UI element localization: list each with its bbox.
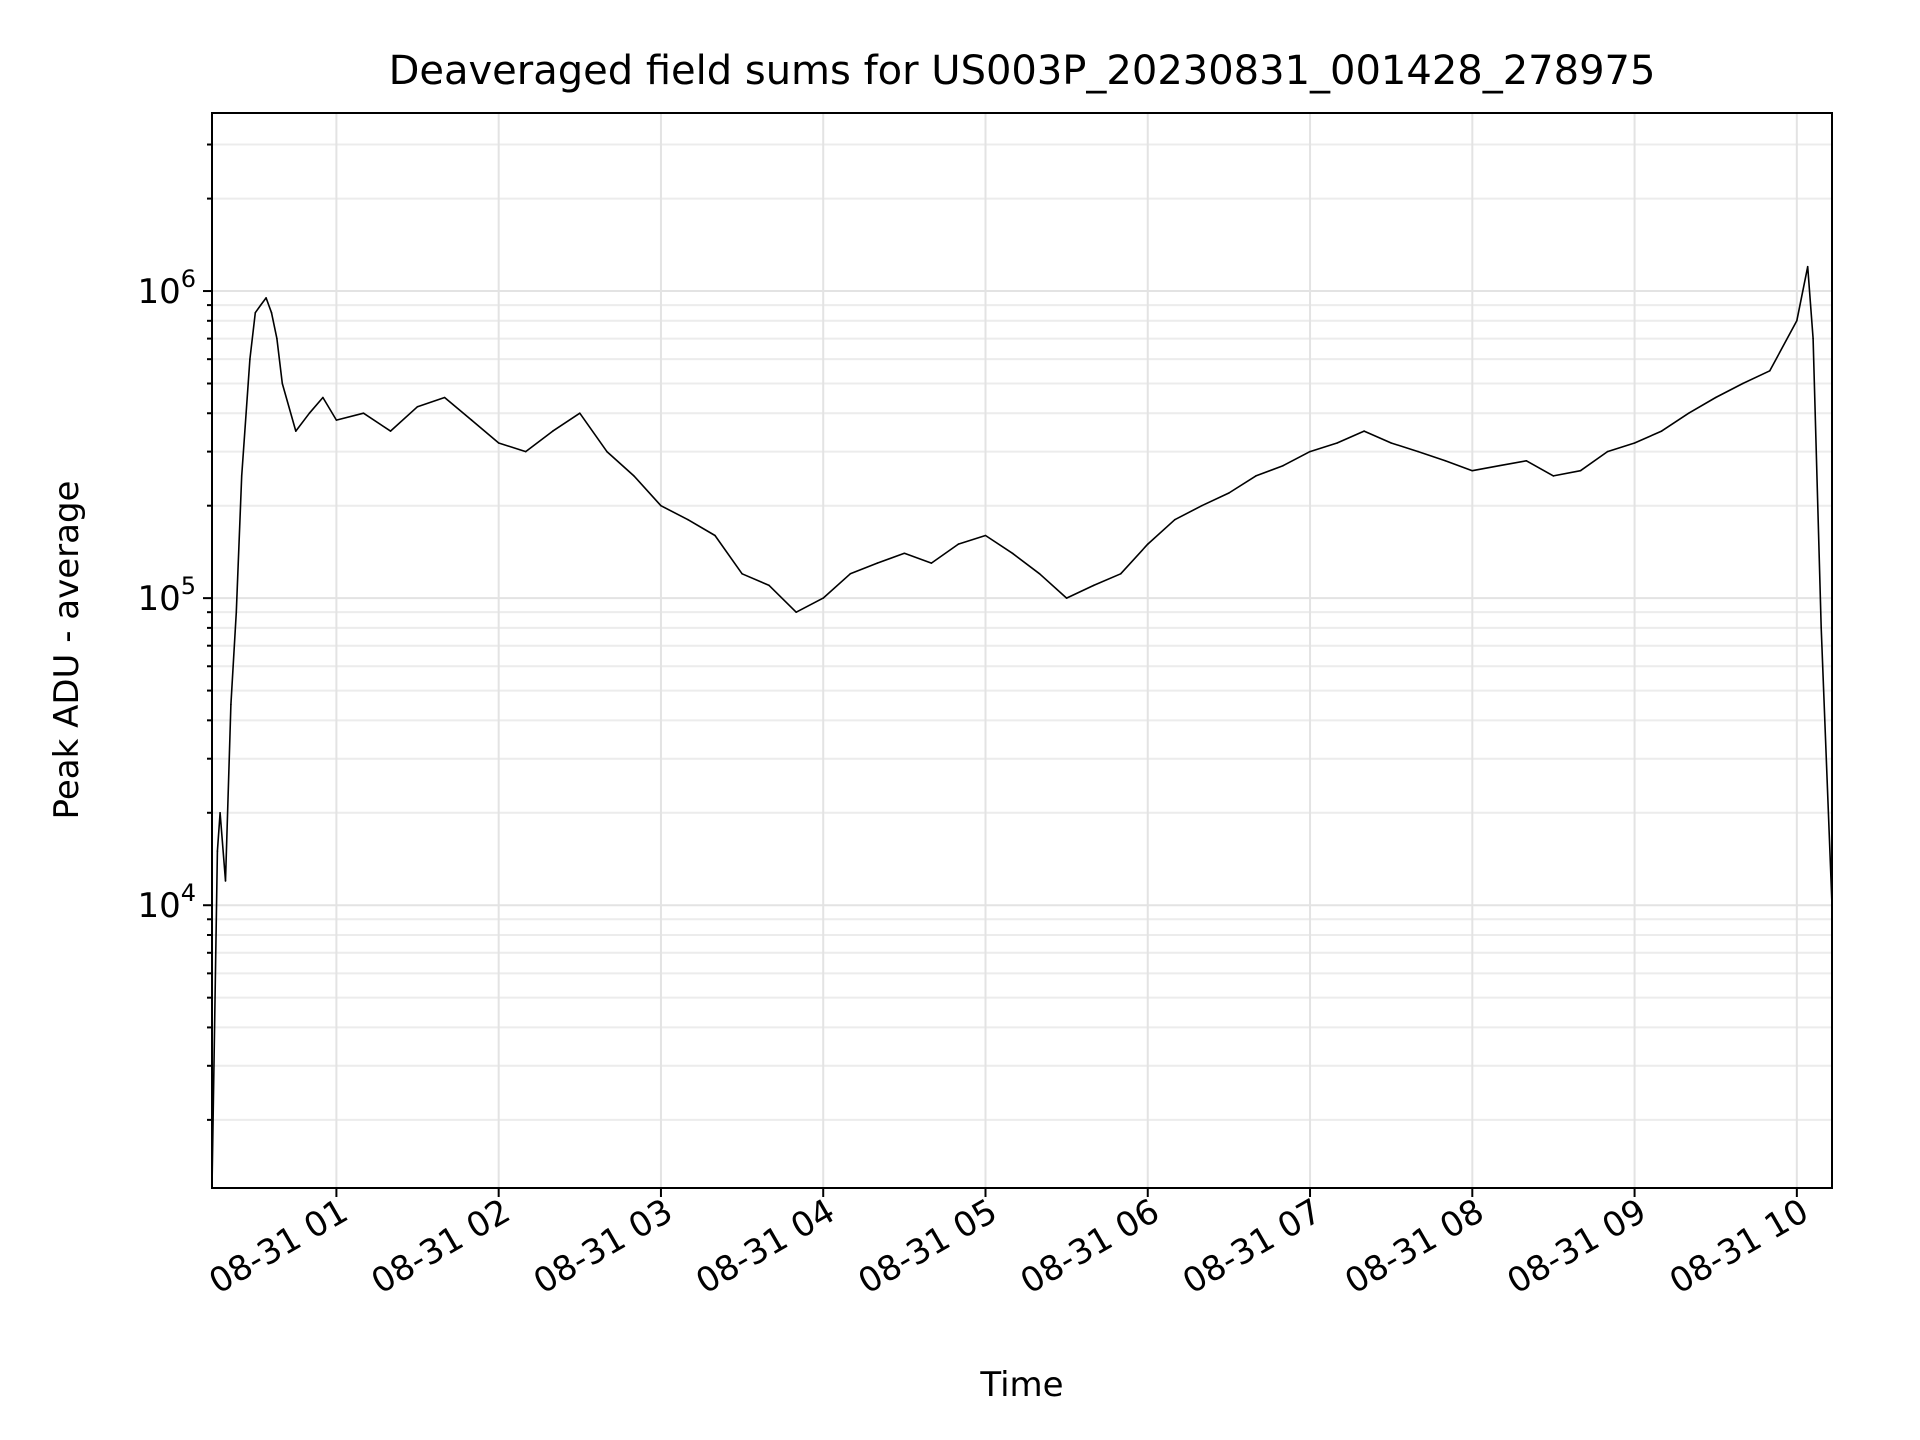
data-point <box>270 311 273 314</box>
data-point <box>1806 265 1809 268</box>
data-point <box>235 611 238 613</box>
data-point <box>1282 464 1284 467</box>
data-point <box>470 419 473 421</box>
data-point <box>1201 504 1203 507</box>
data-point <box>497 442 500 444</box>
data-point <box>1444 460 1447 462</box>
data-point <box>687 518 689 521</box>
x-tick-label: 08-31 03 <box>527 1191 679 1302</box>
data-point <box>984 534 987 537</box>
data-point <box>1147 543 1149 545</box>
chart-title: Deaveraged field sums for US003P_2023083… <box>389 48 1656 94</box>
y-tick-label: 105 <box>137 572 196 619</box>
data-point <box>249 358 251 361</box>
data-point <box>443 396 446 399</box>
plot-frame <box>211 112 1833 1189</box>
data-point <box>633 475 635 477</box>
data-point <box>1363 430 1365 432</box>
data-point <box>957 543 960 545</box>
data-point <box>930 562 933 564</box>
data-point <box>1742 382 1744 385</box>
data-point <box>1796 320 1798 322</box>
data-point <box>876 562 879 564</box>
x-tick-label: 08-31 01 <box>203 1191 355 1302</box>
data-point <box>822 597 824 599</box>
data-point <box>281 382 284 385</box>
data-point <box>1471 469 1474 472</box>
y-tick-label: 104 <box>137 879 196 926</box>
x-tick-label: 08-31 10 <box>1663 1191 1815 1302</box>
data-point <box>1309 450 1311 453</box>
data-point <box>1255 475 1257 477</box>
data-point <box>308 412 311 415</box>
data-point <box>1606 450 1609 453</box>
data-point <box>224 880 227 882</box>
x-tick-label: 08-31 08 <box>1338 1191 1490 1302</box>
data-point <box>849 573 852 575</box>
data-point <box>1336 442 1338 444</box>
data-point <box>1820 627 1822 629</box>
x-tick-label: 08-31 04 <box>689 1191 841 1302</box>
data-point <box>1525 460 1528 462</box>
data-point <box>1228 492 1230 494</box>
data-point <box>1390 442 1392 444</box>
data-point <box>1092 584 1095 587</box>
data-point <box>295 430 297 432</box>
y-axis-label: Peak ADU - average <box>47 481 87 820</box>
data-point <box>768 584 770 587</box>
data-point <box>276 337 278 340</box>
data-point <box>1633 442 1636 444</box>
data-point <box>660 504 662 507</box>
data-point <box>259 304 262 306</box>
data-point <box>254 311 257 314</box>
data-point <box>1065 597 1068 599</box>
series-layer <box>211 265 1833 1189</box>
data-point <box>524 450 527 453</box>
data-point <box>322 396 324 399</box>
data-point <box>265 297 267 299</box>
data-point <box>1417 450 1419 453</box>
data-point <box>1038 573 1041 575</box>
data-point <box>795 611 797 613</box>
data-point <box>1812 337 1814 340</box>
x-tick-label: 08-31 07 <box>1176 1191 1328 1302</box>
x-tick-label: 08-31 05 <box>852 1191 1004 1302</box>
series-line <box>211 265 1833 1189</box>
data-point <box>416 405 419 408</box>
x-tick-label: 08-31 06 <box>1014 1191 1166 1302</box>
x-tick-label: 08-31 09 <box>1501 1191 1653 1302</box>
x-tick-label: 08-31 02 <box>365 1191 517 1302</box>
data-point <box>1714 396 1717 399</box>
data-point <box>1769 370 1771 372</box>
data-point <box>1579 469 1582 472</box>
data-point <box>903 552 906 555</box>
data-point <box>741 573 743 575</box>
data-point <box>1687 412 1690 415</box>
grid <box>212 113 1832 1188</box>
x-axis-label: Time <box>979 1365 1063 1405</box>
data-point <box>1011 552 1014 555</box>
data-point <box>1174 518 1176 521</box>
data-point <box>1552 475 1555 477</box>
data-point <box>1660 430 1663 432</box>
data-point <box>219 812 221 814</box>
data-point <box>240 475 243 477</box>
data-point <box>389 430 392 432</box>
data-point <box>216 850 219 852</box>
data-point <box>230 703 232 706</box>
data-point <box>606 450 608 453</box>
data-point <box>714 534 716 537</box>
data-point <box>1119 573 1122 575</box>
data-point <box>362 412 365 415</box>
data-point <box>579 412 581 415</box>
y-axis: 104 105 106 <box>137 143 212 1121</box>
data-point <box>552 430 554 432</box>
data-point <box>335 419 338 421</box>
y-tick-label: 106 <box>137 265 196 312</box>
x-axis: 08-31 01 08-31 02 08-31 03 08-31 04 08-31 05… <box>203 1188 1815 1302</box>
data-point <box>1498 464 1501 467</box>
